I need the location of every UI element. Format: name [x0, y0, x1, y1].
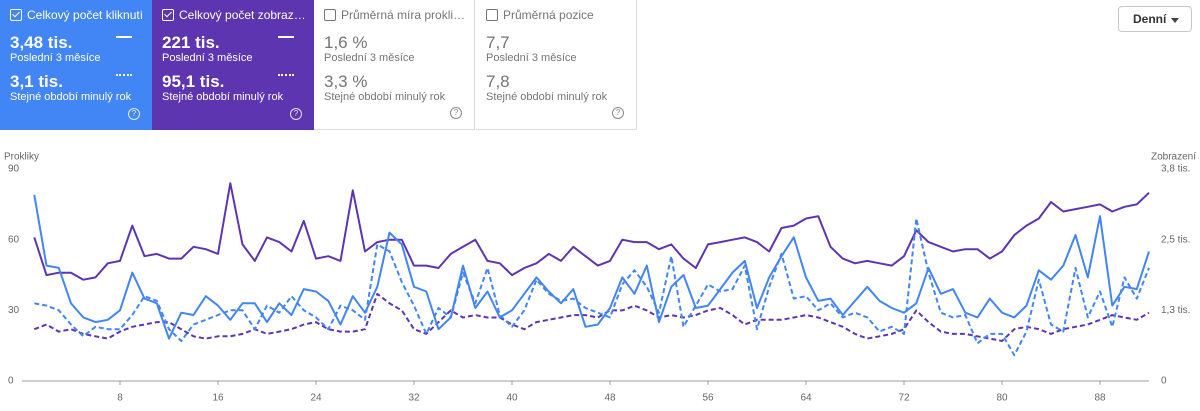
card-period: Poslední 3 měsíce [324, 52, 415, 64]
x-tick-label: 40 [506, 393, 518, 404]
series-line [34, 217, 1150, 357]
card-prev-value: 7,8 [486, 72, 510, 91]
x-tick-label: 32 [408, 393, 420, 404]
x-tick-label: 64 [800, 393, 812, 404]
card-title: Celkový počet zobraz… [179, 8, 304, 22]
y-axis-label: Prokliky [4, 152, 39, 163]
y-tick-label: 90 [8, 164, 20, 175]
y2-axis-label: Zobrazení [1151, 152, 1196, 163]
x-tick-label: 24 [310, 393, 322, 404]
x-tick-label: 16 [212, 393, 224, 404]
x-tick-label: 56 [702, 393, 714, 404]
card-prev-value: 3,3 % [324, 72, 368, 91]
granularity-dropdown[interactable]: Denní [1118, 6, 1192, 32]
x-tick-label: 80 [996, 393, 1008, 404]
x-tick-label: 88 [1094, 393, 1106, 404]
card-period: Poslední 3 měsíce [486, 52, 577, 64]
y2-tick-label: 0 [1161, 376, 1167, 387]
card-title: Průměrná míra prokli… [341, 8, 464, 22]
y-tick-label: 60 [8, 234, 20, 245]
card-title: Průměrná pozice [503, 8, 594, 22]
x-tick-label: 72 [898, 393, 910, 404]
card-title: Celkový počet kliknutí [27, 8, 142, 22]
metric-card[interactable]: Celkový počet kliknutí 3,48 tis. Posledn… [0, 0, 152, 130]
x-tick-label: 8 [117, 393, 123, 404]
card-prev-value: 3,1 tis. [10, 72, 63, 91]
card-prev-period: Stejné období minulý rok [10, 91, 132, 103]
series-line [33, 292, 1150, 342]
y2-tick-label: 1,3 tis. [1161, 305, 1190, 316]
metric-card[interactable]: Průměrná pozice 7,7 Poslední 3 měsíce 7,… [476, 0, 637, 130]
metric-card[interactable]: Celkový počet zobraz… 221 tis. Poslední … [152, 0, 314, 130]
card-period: Poslední 3 měsíce [10, 52, 101, 64]
card-period: Poslední 3 měsíce [162, 52, 253, 64]
card-prev-period: Stejné období minulý rok [486, 91, 608, 103]
series-line [33, 194, 1150, 340]
series-line [33, 182, 1150, 281]
card-value: 3,48 tis. [10, 33, 73, 52]
card-prev-value: 95,1 tis. [162, 72, 225, 91]
y-tick-label: 0 [8, 376, 14, 387]
y-tick-label: 30 [8, 305, 20, 316]
card-prev-period: Stejné období minulý rok [324, 91, 446, 103]
x-tick-label: 48 [604, 393, 616, 404]
card-value: 7,7 [486, 33, 510, 52]
card-prev-period: Stejné období minulý rok [162, 91, 284, 103]
y2-tick-label: 3,8 tis. [1161, 164, 1190, 175]
metric-card[interactable]: Průměrná míra prokli… 1,6 % Poslední 3 m… [314, 0, 475, 130]
y2-tick-label: 2,5 tis. [1161, 234, 1190, 245]
card-value: 221 tis. [162, 33, 220, 52]
card-value: 1,6 % [324, 33, 368, 52]
